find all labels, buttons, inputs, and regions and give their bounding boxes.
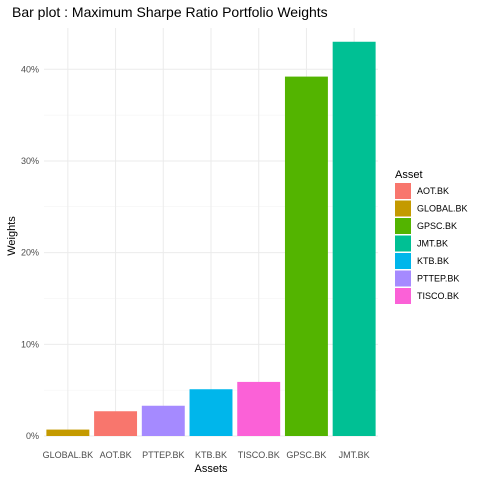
bar-gpsc-bk [284, 76, 328, 436]
legend-label: AOT.BK [417, 186, 449, 196]
y-axis-title: Weights [6, 216, 18, 256]
legend-key [395, 200, 411, 217]
x-tick-label: JMT.BK [339, 450, 370, 460]
legend-label: JMT.BK [417, 239, 448, 249]
x-tick-label: GPSC.BK [286, 450, 326, 460]
x-tick-label: AOT.BK [100, 450, 132, 460]
bar-tisco-bk [237, 381, 281, 436]
legend-key [395, 253, 411, 269]
x-tick-label: PTTEP.BK [142, 450, 184, 460]
legend: Asset AOT.BK GLOBAL.BK GPSC.BK JMT.BK KTB.BK… [395, 169, 468, 304]
legend-key [395, 235, 411, 252]
legend-label: TISCO.BK [417, 291, 459, 301]
legend-key [395, 288, 411, 304]
x-tick-label: GLOBAL.BK [43, 450, 94, 460]
legend-key [395, 183, 411, 199]
bar-ktb-bk [189, 389, 233, 436]
y-tick-label: 10% [21, 339, 39, 349]
y-tick-label: 0% [26, 431, 39, 441]
legend-key [395, 270, 411, 287]
bar-jmt-bk [332, 41, 376, 436]
bar-pttep-bk [141, 405, 185, 436]
x-tick-label: TISCO.BK [238, 450, 280, 460]
bar-global-bk [46, 429, 90, 436]
y-tick-label: 40% [21, 64, 39, 74]
y-tick-labels: 0% 10% 20% 30% 40% [21, 64, 39, 441]
bar-aot-bk [94, 411, 138, 436]
legend-label: GPSC.BK [417, 221, 457, 231]
chart-title: Bar plot : Maximum Sharpe Ratio Portfoli… [12, 4, 328, 20]
legend-label: PTTEP.BK [417, 274, 459, 284]
y-tick-label: 20% [21, 248, 39, 258]
x-tick-labels: GLOBAL.BK AOT.BK PTTEP.BK KTB.BK TISCO.BK GPS… [43, 450, 370, 460]
legend-key [395, 218, 411, 234]
x-tick-label: KTB.BK [195, 450, 227, 460]
legend-label: KTB.BK [417, 256, 449, 266]
bars [46, 41, 376, 436]
legend-label: GLOBAL.BK [417, 204, 468, 214]
legend-title: Asset [395, 169, 423, 181]
x-axis-title: Assets [194, 463, 228, 475]
y-tick-label: 30% [21, 156, 39, 166]
